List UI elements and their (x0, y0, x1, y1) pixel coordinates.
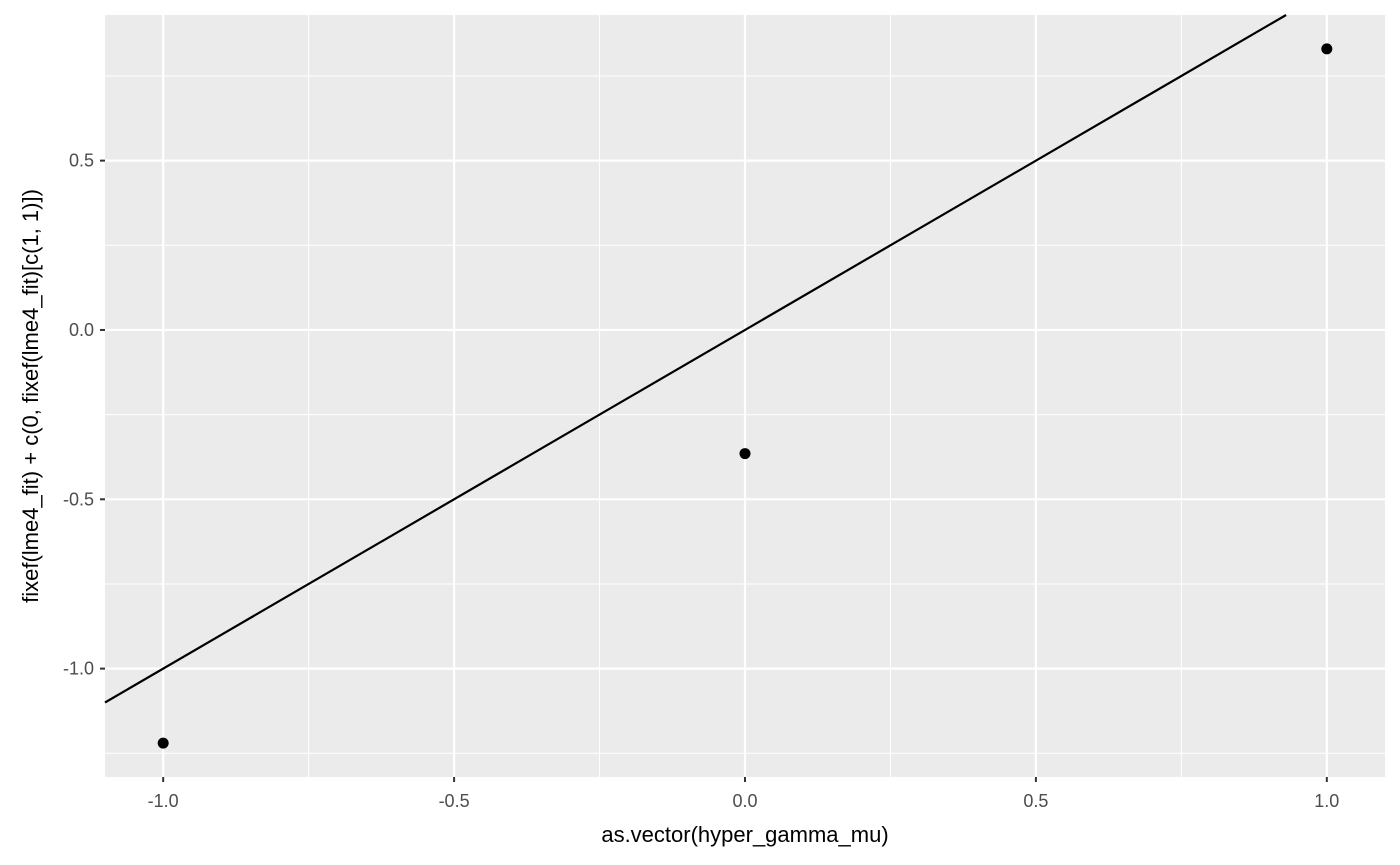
major-gridlines (105, 15, 1385, 777)
data-point-1 (157, 737, 169, 749)
data-points (157, 43, 1333, 749)
y-axis-ticks: -1.0 -0.5 0.0 0.5 (63, 151, 105, 679)
data-point-3 (1321, 43, 1333, 55)
y-tick-label: 0.0 (69, 320, 94, 340)
x-tick-label: -1.0 (148, 791, 179, 811)
reference-line-group (104, 14, 1287, 704)
x-axis-title: as.vector(hyper_gamma_mu) (601, 822, 888, 847)
x-tick-label: 0.0 (732, 791, 757, 811)
y-tick-label: -1.0 (63, 659, 94, 679)
x-tick-label: -0.5 (439, 791, 470, 811)
y-tick-label: 0.5 (69, 151, 94, 171)
reference-line (104, 14, 1287, 704)
y-tick-label: -0.5 (63, 489, 94, 509)
y-axis-title: fixef(lme4_fit) + c(0, fixef(lme4_fit)[c… (18, 189, 43, 603)
x-tick-label: 0.5 (1023, 791, 1048, 811)
x-tick-label: 1.0 (1314, 791, 1339, 811)
x-axis-ticks: -1.0 -0.5 0.0 0.5 1.0 (148, 777, 1339, 811)
data-point-2 (739, 448, 751, 460)
